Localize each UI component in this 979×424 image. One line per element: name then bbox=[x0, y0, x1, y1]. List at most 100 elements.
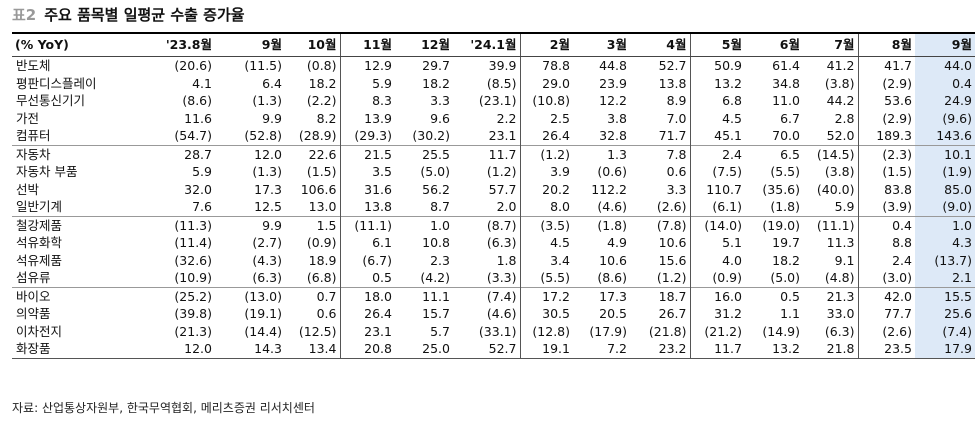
value-cell: 41.2 bbox=[803, 56, 859, 75]
value-cell: (11.1) bbox=[803, 215, 859, 234]
value-cell: (12.5) bbox=[285, 322, 341, 340]
value-cell: (14.0) bbox=[690, 215, 745, 234]
value-cell: (1.3) bbox=[252, 93, 282, 108]
table-row: 이차전지 (21.3) (14.4) (12.5) 23.1 5.7 (33.1) (12.8… bbox=[12, 322, 975, 340]
value-cell: 22.6 bbox=[285, 144, 341, 163]
value-cell: 7.0 bbox=[630, 109, 691, 127]
value-cell: 50.9 bbox=[714, 58, 742, 73]
value-cell: (14.5) bbox=[803, 144, 859, 163]
value-cell: (21.2) bbox=[704, 323, 742, 339]
value-cell: 6.5 bbox=[745, 144, 803, 163]
value-cell: 106.6 bbox=[285, 180, 341, 198]
source: 자료: 산업통상자원부, 한국무역협회, 메리츠증권 리서치센터 bbox=[12, 401, 315, 415]
value-cell: 44.8 bbox=[599, 58, 627, 73]
header-cell: 10월 bbox=[285, 32, 341, 57]
header-cell: 12월 bbox=[395, 32, 453, 57]
value-cell: 52.0 bbox=[803, 127, 859, 145]
value-cell: (2.9) bbox=[882, 75, 912, 91]
row-label: 컴퓨터 bbox=[16, 128, 51, 143]
value-cell: 5.9 bbox=[192, 164, 212, 179]
value-cell: 29.0 bbox=[542, 75, 570, 91]
value-cell: (5.0) bbox=[770, 270, 800, 285]
table-row: 자동차 28.7 12.0 22.6 21.5 25.5 11.7 (1.2) 1.3 7.8 2.… bbox=[12, 144, 975, 163]
value-cell: (1.2) bbox=[630, 269, 691, 287]
value-cell: 18.2 bbox=[772, 252, 800, 268]
value-cell: (11.5) bbox=[244, 58, 282, 73]
value-cell: 17.3 bbox=[573, 286, 630, 305]
value-cell: 3.8 bbox=[607, 110, 627, 126]
row-label: 반도체 bbox=[16, 58, 51, 73]
value-cell: 143.6 bbox=[915, 127, 975, 145]
value-cell: 31.2 bbox=[714, 306, 742, 321]
value-cell: 13.4 bbox=[285, 340, 341, 359]
value-cell: (1.8) bbox=[573, 215, 630, 234]
table: (% YoY) '23.8월 9월 10월 11월 12월 '24.1월 2월 3월 4월 5월 6월… bbox=[12, 32, 975, 359]
header-cell: 2월 bbox=[520, 32, 573, 57]
value-cell: 24.9 bbox=[915, 92, 975, 110]
value-cell: 42.0 bbox=[858, 286, 915, 305]
value-cell: 30.5 bbox=[542, 306, 570, 321]
header-cell: 5월 bbox=[690, 32, 745, 57]
value-cell: 3.9 bbox=[550, 164, 570, 179]
value-cell: 11.6 bbox=[184, 110, 212, 126]
value-cell: 25.0 bbox=[395, 340, 453, 359]
value-cell: (6.7) bbox=[362, 252, 392, 268]
value-cell: 8.9 bbox=[630, 92, 691, 110]
value-cell: (0.9) bbox=[285, 234, 341, 252]
value-cell: 29.7 bbox=[422, 58, 450, 73]
value-cell: (1.9) bbox=[915, 163, 975, 181]
value-cell: 7.6 bbox=[192, 199, 212, 214]
value-cell: 2.1 bbox=[915, 269, 975, 287]
table-body: 반도체 (20.6) (11.5) (0.8) 12.9 29.7 39.9 78.8 44.8… bbox=[12, 56, 975, 359]
value-cell: 10.1 bbox=[915, 144, 975, 163]
value-cell: 10.8 bbox=[422, 235, 450, 250]
value-cell: (4.8) bbox=[803, 269, 859, 287]
value-cell: 2.0 bbox=[453, 198, 521, 216]
row-label: 석유제품 bbox=[16, 252, 63, 268]
value-cell: 0.5 bbox=[372, 270, 392, 285]
value-cell: 17.2 bbox=[520, 286, 573, 305]
value-cell: 3.3 bbox=[630, 180, 691, 198]
value-cell: (14.9) bbox=[762, 323, 800, 339]
value-cell: 11.7 bbox=[690, 340, 745, 359]
value-cell: 83.8 bbox=[884, 181, 912, 197]
value-cell: (9.0) bbox=[915, 198, 975, 216]
value-cell: (11.1) bbox=[340, 215, 395, 234]
row-label: 일반기계 bbox=[16, 199, 63, 214]
value-cell: (4.6) bbox=[453, 305, 521, 323]
value-cell: (3.5) bbox=[520, 215, 573, 234]
value-cell: (13.0) bbox=[215, 286, 285, 305]
value-cell: 20.2 bbox=[542, 181, 570, 197]
value-cell: 19.1 bbox=[520, 340, 573, 359]
value-cell: 0.4 bbox=[858, 215, 915, 234]
value-cell: (33.1) bbox=[453, 322, 521, 340]
value-cell: (19.1) bbox=[244, 306, 282, 321]
value-cell: 15.5 bbox=[915, 286, 975, 305]
table-row: 의약품 (39.8) (19.1) 0.6 26.4 15.7 (4.6) 30.5 20.5 2… bbox=[12, 305, 975, 323]
value-cell: 13.9 bbox=[364, 110, 392, 126]
value-cell: (7.8) bbox=[630, 215, 691, 234]
table-row: 평판디스플레이 4.1 6.4 18.2 5.9 18.2 (8.5) 29.0 23.9 13.… bbox=[12, 74, 975, 92]
value-cell: (0.9) bbox=[712, 270, 742, 285]
value-cell: 10.6 bbox=[599, 252, 627, 268]
value-cell: 4.3 bbox=[915, 234, 975, 252]
value-cell: 8.0 bbox=[550, 199, 570, 214]
header-cell: 8월 bbox=[858, 32, 915, 57]
title-text: 주요 품목별 일평균 수출 증가율 bbox=[44, 6, 245, 24]
value-cell: 23.5 bbox=[858, 340, 915, 359]
value-cell: (21.8) bbox=[630, 322, 691, 340]
value-cell: 26.7 bbox=[630, 305, 691, 323]
value-cell: (1.5) bbox=[285, 163, 341, 181]
value-cell: (3.9) bbox=[882, 199, 912, 214]
table-row: 가전 11.6 9.9 8.2 13.9 9.6 2.2 2.5 3.8 7.0 4.5 6.7 2.8… bbox=[12, 109, 975, 127]
value-cell: 23.1 bbox=[364, 323, 392, 339]
value-cell: (21.3) bbox=[174, 323, 212, 339]
value-cell: (5.0) bbox=[420, 164, 450, 179]
value-cell: (7.5) bbox=[712, 164, 742, 179]
value-cell: 20.5 bbox=[599, 306, 627, 321]
value-cell: 12.2 bbox=[599, 93, 627, 108]
header-cell: 3월 bbox=[573, 32, 630, 57]
value-cell: (8.6) bbox=[182, 93, 212, 108]
row-label: 가전 bbox=[16, 110, 40, 126]
value-cell: (10.8) bbox=[532, 93, 570, 108]
